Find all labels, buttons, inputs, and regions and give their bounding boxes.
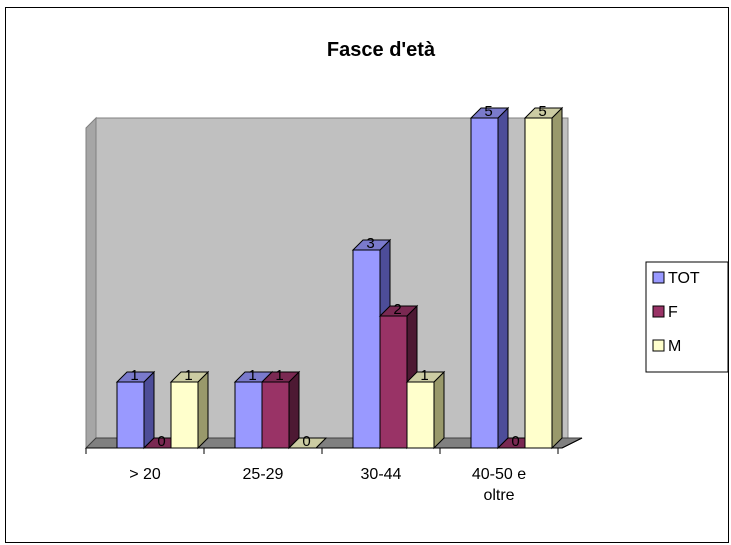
data-label-group: 1 0 1 1 1 0 3 2 1 5 0 5: [130, 103, 546, 450]
legend-label: F: [668, 304, 678, 321]
data-label: 2: [393, 301, 401, 318]
legend-swatch: [652, 271, 665, 284]
legend-label: M: [668, 338, 681, 355]
bar: [169, 370, 210, 450]
data-label: 5: [538, 103, 546, 120]
data-label: 1: [248, 367, 256, 384]
data-label: 3: [366, 235, 374, 252]
data-label: 0: [302, 433, 310, 450]
x-tick-label: 25-29: [243, 466, 284, 483]
legend-swatch: [652, 305, 665, 318]
data-label: 0: [157, 433, 165, 450]
chart-title: Fasce d'età: [327, 39, 436, 61]
data-label: 1: [420, 367, 428, 384]
data-label: 1: [130, 367, 138, 384]
x-axis: [85, 437, 583, 454]
bar: [405, 370, 446, 450]
x-tick-label: 40-50 e oltre: [472, 466, 526, 504]
bar: [260, 370, 301, 450]
data-label: 0: [511, 433, 519, 450]
data-label: 5: [484, 103, 492, 120]
legend-label: TOT: [668, 270, 700, 287]
bar: [469, 106, 510, 450]
x-tick-label: > 20: [129, 466, 161, 483]
legend: TOT FM: [645, 261, 728, 373]
plot-side-wall: [85, 116, 97, 450]
x-tick-label: 30-44: [361, 466, 402, 483]
data-label: 1: [275, 367, 283, 384]
legend-swatch: [652, 339, 665, 352]
x-tick-labels: > 20 25-29 30-44 40-50 e oltre: [129, 466, 526, 504]
bar: [523, 106, 564, 450]
data-label: 1: [184, 367, 192, 384]
x-axis-end: [561, 437, 583, 449]
